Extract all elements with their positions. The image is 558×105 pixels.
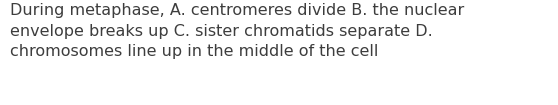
Text: During metaphase, A. centromeres divide B. the nuclear
envelope breaks up C. sis: During metaphase, A. centromeres divide … xyxy=(10,3,464,59)
